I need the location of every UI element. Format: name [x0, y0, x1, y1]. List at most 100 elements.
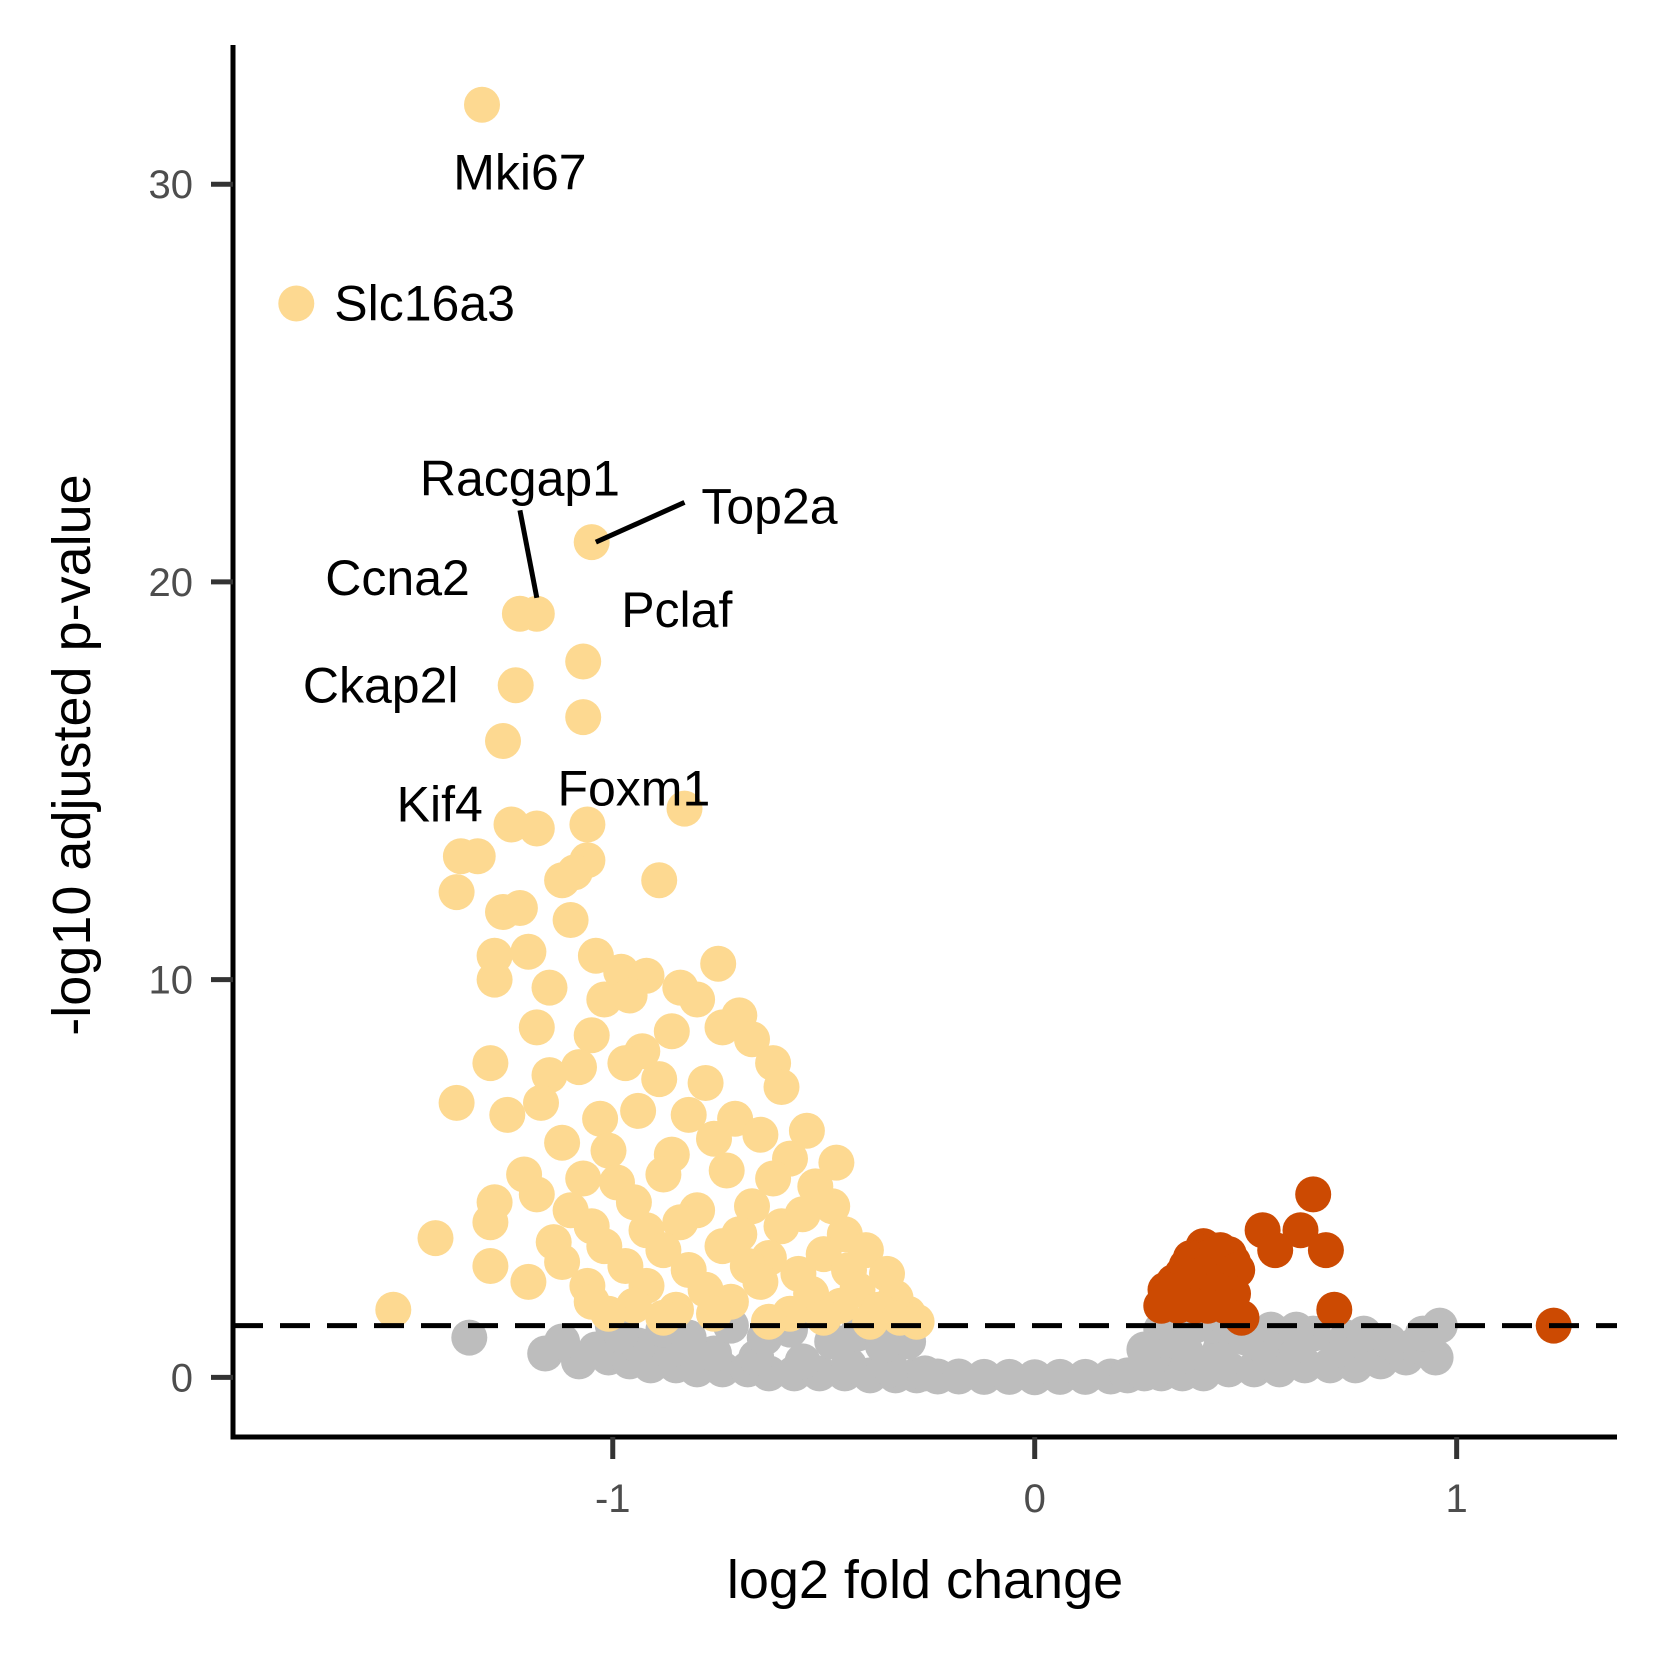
point-down [696, 1120, 732, 1157]
point-ns [1278, 1311, 1315, 1348]
point-down [497, 667, 534, 704]
point-down [531, 969, 568, 1006]
point-down [641, 1061, 678, 1098]
point-down [704, 1228, 741, 1265]
point-down [561, 1049, 597, 1086]
point-down [742, 1263, 779, 1300]
point-down [615, 1184, 652, 1221]
point-down [485, 723, 521, 759]
point-ns [907, 1355, 943, 1392]
point-up [1282, 1212, 1319, 1249]
point-down [687, 1065, 724, 1101]
point-down [763, 1069, 800, 1105]
label-leader-line [517, 509, 540, 599]
point-down [510, 933, 547, 970]
point-down [510, 1263, 547, 1300]
gene-label: Racgap1 [420, 451, 620, 507]
point-down [734, 1188, 770, 1225]
gene-label: Slc16a3 [334, 276, 515, 332]
point-up [1295, 1176, 1332, 1213]
point-down [518, 1009, 555, 1046]
point-down [472, 1248, 509, 1284]
point-down [696, 1295, 732, 1332]
point-ns [1345, 1315, 1382, 1352]
point-ns [451, 1319, 488, 1356]
point-down [620, 1092, 657, 1129]
point-down [814, 1188, 851, 1225]
point-down [375, 1291, 412, 1328]
point-down [742, 1116, 779, 1153]
point-down [645, 1299, 682, 1336]
point-down [641, 862, 678, 899]
point-down [518, 595, 555, 632]
y-tick-label: 10 [149, 959, 194, 1003]
point-down [472, 1204, 509, 1241]
point-down [438, 874, 475, 911]
point-ns [1016, 1359, 1053, 1396]
point-down [898, 1303, 935, 1340]
point-up [1257, 1232, 1294, 1269]
point-down [750, 1303, 787, 1340]
gene-label: Ckap2l [303, 657, 459, 713]
point-down [755, 1160, 792, 1197]
point-ns [991, 1358, 1028, 1395]
point-down [670, 1096, 707, 1133]
x-axis-title: log2 fold change [727, 1550, 1123, 1610]
point-down [700, 945, 737, 982]
point-down [476, 961, 513, 998]
annotation-layer: Mki67 Slc16a3 Racgap1 Top2a Ccna2 Pclaf Ckap2l… [303, 144, 838, 832]
point-down [573, 524, 610, 561]
point-ns [1067, 1358, 1104, 1395]
x-tick-label: 0 [1024, 1477, 1046, 1521]
point-down [763, 1208, 800, 1245]
point-down [472, 1045, 509, 1082]
point-down [489, 1096, 526, 1133]
point-down [573, 1017, 610, 1054]
point-ns [1126, 1331, 1163, 1368]
y-tick-label: 20 [149, 561, 194, 605]
point-down [544, 1124, 581, 1161]
point-down [788, 1112, 825, 1149]
point-down [734, 1021, 770, 1058]
point-down [645, 1156, 682, 1193]
point-down [662, 1204, 699, 1241]
point-down [852, 1303, 889, 1340]
point-down [590, 1295, 627, 1332]
x-tick-label: -1 [595, 1477, 631, 1521]
point-down [611, 977, 648, 1014]
point-down [565, 1160, 602, 1197]
point-ns [544, 1323, 581, 1360]
point-up [1316, 1291, 1353, 1328]
point-down [544, 1244, 581, 1280]
point-ns [1042, 1358, 1078, 1395]
gene-label: Kif4 [397, 777, 483, 833]
point-down [708, 1152, 745, 1189]
point-down [666, 790, 703, 827]
point-down [607, 1045, 644, 1082]
point-down [565, 699, 602, 736]
point-down [518, 810, 555, 847]
point-up [1307, 1232, 1344, 1269]
point-down [464, 86, 500, 123]
gene-label: Foxm1 [557, 761, 710, 817]
point-down [653, 1013, 690, 1050]
point-down [679, 981, 716, 1018]
point-down [278, 285, 315, 322]
y-tick-label: 30 [149, 163, 194, 207]
x-tick-label: 1 [1446, 1477, 1468, 1521]
gene-label: Top2a [701, 478, 837, 534]
point-down [417, 1220, 454, 1257]
point-down [501, 890, 538, 926]
point-down [523, 1084, 559, 1121]
point-down [569, 806, 606, 843]
point-down [582, 1100, 619, 1137]
point-down [556, 854, 593, 891]
point-down [704, 1009, 741, 1046]
point-ns [1404, 1315, 1441, 1352]
point-ns [966, 1358, 1003, 1395]
point-down [805, 1299, 842, 1336]
point-ns [940, 1358, 977, 1395]
gene-label: Mki67 [453, 144, 586, 200]
point-down [531, 1057, 568, 1094]
